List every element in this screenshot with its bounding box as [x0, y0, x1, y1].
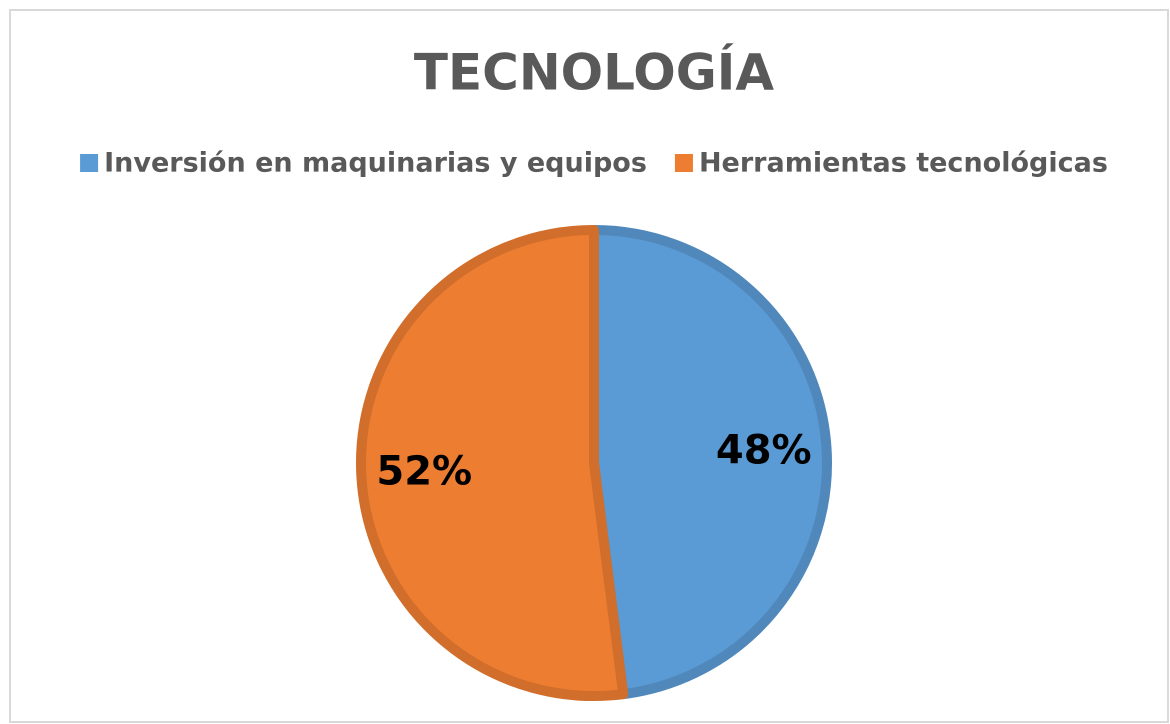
pie-slice — [356, 225, 629, 701]
legend-swatch — [80, 154, 99, 172]
data-label: 52% — [376, 449, 472, 495]
legend-label: Inversión en maquinarias y equipos — [104, 148, 647, 179]
legend-label: Herramientas tecnológicas — [699, 148, 1108, 179]
data-label: 48% — [716, 427, 812, 473]
pie-slice — [589, 225, 832, 700]
legend-swatch — [674, 154, 693, 172]
chart-title: TECNOLOGÍA — [414, 43, 775, 102]
